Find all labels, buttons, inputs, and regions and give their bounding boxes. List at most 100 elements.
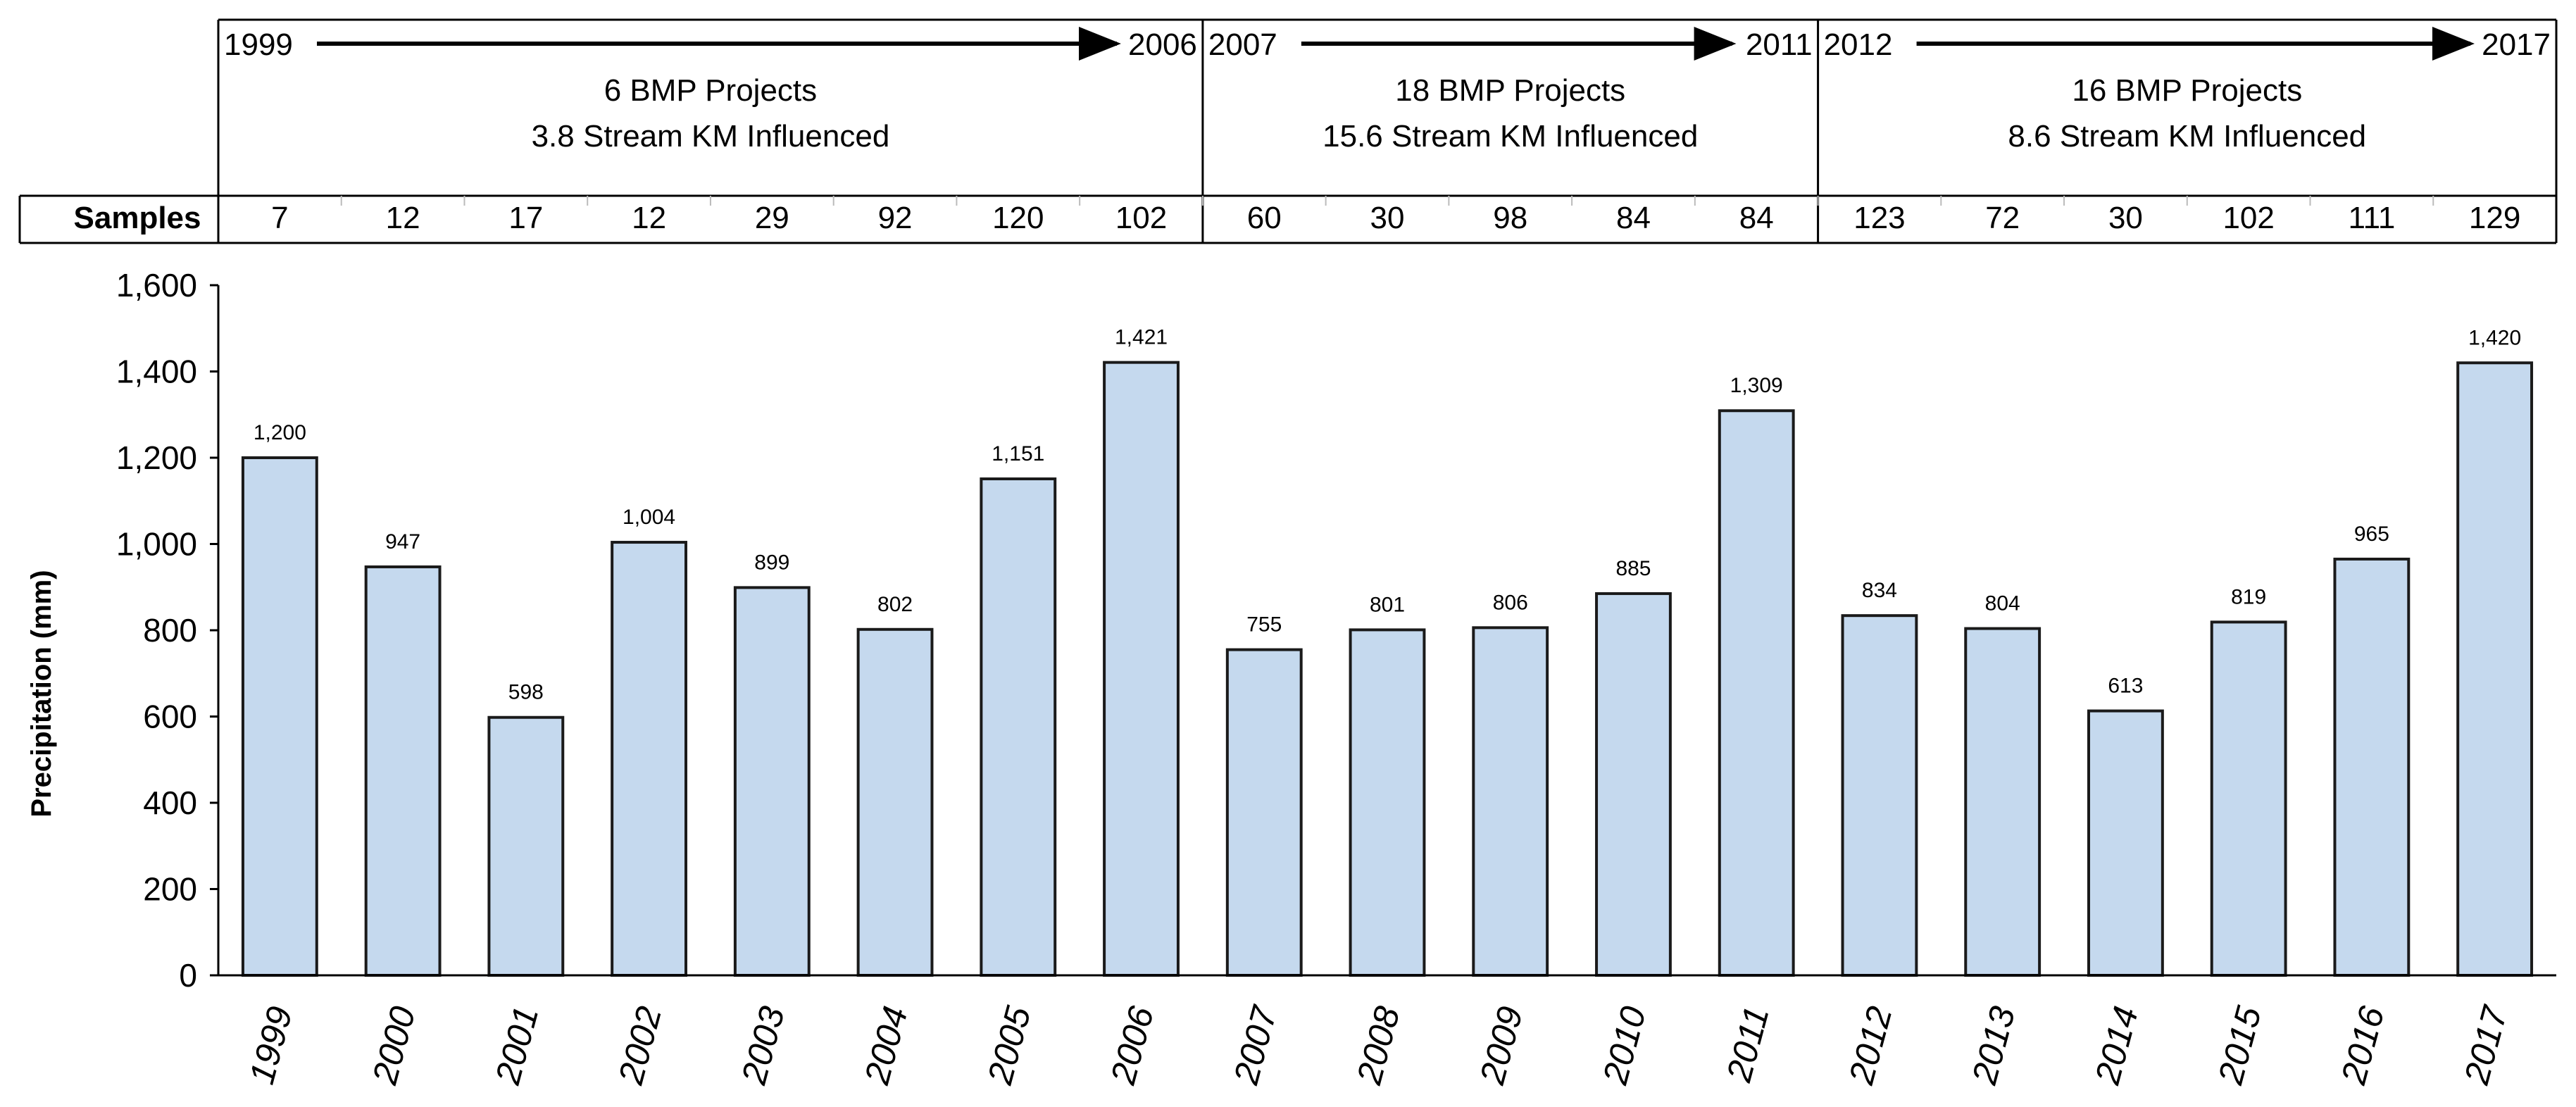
sample-count: 12 <box>386 201 420 235</box>
bar-value-labels: 1,200 947 598 1,004 899 802 1,151 1,421 755 801 80… <box>254 326 2521 704</box>
bar-value-label: 755 <box>1246 613 1282 637</box>
y-tick-label: 600 <box>143 699 197 735</box>
bar-value-label: 1,420 <box>2468 326 2521 349</box>
y-axis: Precipitation (mm) 0 200 400 600 800 1,000 1,2… <box>26 267 220 994</box>
sample-count: 12 <box>632 201 666 235</box>
bar-value-label: 1,004 <box>623 506 675 529</box>
bar-value-label: 819 <box>2231 585 2266 608</box>
bar-2012 <box>1841 614 1918 977</box>
y-tick-label: 1,200 <box>116 439 197 476</box>
sample-count: 30 <box>2108 201 2143 235</box>
y-tick-label: 1,400 <box>116 354 197 390</box>
bar-value-label: 804 <box>1985 592 2020 615</box>
bar-value-label: 885 <box>1615 557 1651 580</box>
samples-row: Samples 7 12 17 12 29 92 120 102 60 30 98 84 84 123 72… <box>74 196 2520 235</box>
sample-count: 29 <box>755 201 789 235</box>
period-start-year: 2007 <box>1208 27 1277 62</box>
bar-2009 <box>1472 626 1549 977</box>
x-tick-label: 2013 <box>1964 1002 2022 1089</box>
sample-count: 72 <box>1985 201 2020 235</box>
sample-count: 120 <box>992 201 1044 235</box>
bar-1999 <box>241 456 318 977</box>
x-tick-label: 2015 <box>2211 1002 2269 1089</box>
sample-count: 98 <box>1493 201 1527 235</box>
x-tick-label: 2005 <box>980 1002 1038 1089</box>
bar-value-label: 613 <box>2108 675 2143 698</box>
x-tick-label: 2003 <box>734 1002 792 1089</box>
sample-count: 84 <box>1616 201 1651 235</box>
y-tick-label: 800 <box>143 612 197 649</box>
bmp-period-table: 1999 2006 6 BMP Projects 3.8 Stream KM Infl… <box>18 18 2558 244</box>
x-tick-label: 2001 <box>487 1002 546 1089</box>
samples-row-label: Samples <box>74 201 201 235</box>
sample-count: 7 <box>271 201 288 235</box>
bar-value-label: 834 <box>1862 579 1897 602</box>
y-axis-label: Precipitation (mm) <box>26 570 57 817</box>
x-tick-label: 2002 <box>611 1002 669 1089</box>
period-end-year: 2017 <box>2482 27 2551 62</box>
x-tick-label: 2006 <box>1103 1002 1161 1089</box>
bar-value-label: 965 <box>2354 523 2389 546</box>
bar-2002 <box>611 541 687 977</box>
sample-count: 92 <box>878 201 913 235</box>
y-axis-ticks: 0 200 400 600 800 1,000 1,200 1,400 1,600 <box>116 267 220 994</box>
x-tick-label: 2009 <box>1472 1002 1530 1089</box>
bar-2016 <box>2333 557 2411 977</box>
x-tick-label: 2007 <box>1226 1001 1285 1089</box>
bar-2006 <box>1103 361 1180 977</box>
bar-series <box>241 361 2534 977</box>
sample-count: 102 <box>2222 201 2274 235</box>
period-stream-km-text: 8.6 Stream KM Influenced <box>2008 119 2366 154</box>
bar-value-label: 801 <box>1370 593 1405 616</box>
period-cell-2012-2017: 2012 2017 16 BMP Projects 8.6 Stream KM Inf… <box>1817 20 2551 243</box>
bar-value-label: 1,151 <box>992 442 1044 465</box>
bar-value-label: 1,309 <box>1730 374 1783 397</box>
x-tick-label: 2010 <box>1595 1002 1653 1089</box>
sample-count: 102 <box>1115 201 1167 235</box>
y-tick-label: 1,000 <box>116 526 197 563</box>
bar-2004 <box>856 627 934 977</box>
sample-count: 129 <box>2469 201 2520 235</box>
bar-2014 <box>2087 709 2164 977</box>
bar-value-label: 1,421 <box>1115 326 1168 349</box>
x-tick-label: 1999 <box>242 1002 300 1088</box>
period-cell-2007-2011: 2007 2011 18 BMP Projects 15.6 Stream KM In… <box>1201 20 1813 243</box>
bar-2008 <box>1349 628 1426 977</box>
period-end-year: 2011 <box>1746 27 1813 62</box>
x-tick-label: 2004 <box>857 1002 915 1089</box>
bar-2001 <box>487 715 565 977</box>
period-cell-1999-2006: 1999 2006 6 BMP Projects 3.8 Stream KM Infl… <box>224 27 1197 154</box>
period-projects-text: 18 BMP Projects <box>1395 73 1625 108</box>
x-tick-label: 2014 <box>2087 1002 2146 1089</box>
bar-2013 <box>1964 627 2042 977</box>
period-projects-text: 16 BMP Projects <box>2072 73 2302 108</box>
period-cells: 1999 2006 6 BMP Projects 3.8 Stream KM Infl… <box>18 18 2558 244</box>
bar-value-label: 802 <box>877 593 913 616</box>
bar-2005 <box>980 477 1057 977</box>
y-tick-label: 400 <box>143 784 197 821</box>
sample-count: 123 <box>1853 201 1905 235</box>
bar-value-label: 1,200 <box>254 421 306 444</box>
period-projects-text: 6 BMP Projects <box>604 73 817 108</box>
sample-count: 60 <box>1247 201 1282 235</box>
x-tick-label: 2016 <box>2333 1002 2391 1089</box>
bar-value-label: 598 <box>508 681 544 704</box>
sample-count: 17 <box>508 201 543 235</box>
bar-value-label: 947 <box>385 530 420 554</box>
x-tick-label: 2017 <box>2456 1001 2515 1089</box>
bar-2017 <box>2456 361 2534 977</box>
period-stream-km-text: 15.6 Stream KM Influenced <box>1323 119 1698 154</box>
bar-value-label: 806 <box>1493 591 1528 614</box>
x-tick-label: 2000 <box>365 1002 423 1089</box>
sample-count: 30 <box>1370 201 1405 235</box>
period-start-year: 2012 <box>1824 27 1893 62</box>
period-start-year: 1999 <box>224 27 293 62</box>
bar-2015 <box>2210 620 2287 977</box>
bar-2000 <box>364 565 442 977</box>
x-axis-ticks: 1999 2000 2001 2002 2003 2004 2005 2006 2007 2008… <box>218 974 2556 1089</box>
x-tick-label: 2012 <box>1841 1002 1899 1089</box>
y-tick-label: 200 <box>143 871 197 908</box>
x-tick-label: 2011 <box>1719 1002 1777 1086</box>
bar-value-label: 899 <box>754 551 789 574</box>
